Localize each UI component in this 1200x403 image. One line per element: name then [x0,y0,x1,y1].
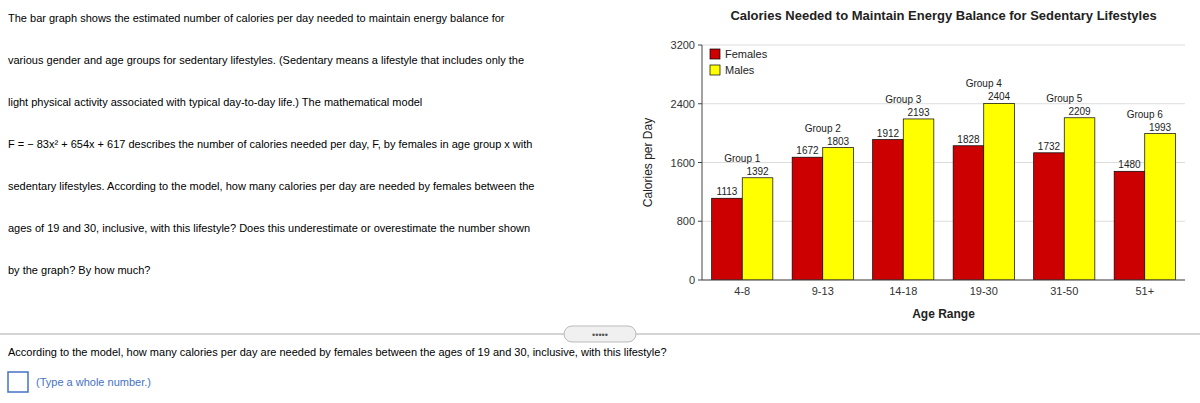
bar [1145,134,1176,280]
x-axis-label: Age Range [912,307,975,321]
legend-label: Males [725,64,755,76]
bar [953,146,984,280]
group-label: Group 6 [1127,109,1164,120]
problem-line: sedentary lifestyles. According to the m… [8,180,534,192]
x-tick-label: 19-30 [970,285,998,297]
data-label: 1113 [717,186,738,197]
answer-box[interactable] [8,372,28,392]
data-label: 2404 [988,91,1011,102]
y-tick-label: 2400 [671,98,695,110]
x-axis-line [702,280,1185,281]
group-label: Group 4 [966,78,1003,89]
problem-line: F = − 83x² + 654x + 617 describes the nu… [8,138,532,150]
grid-line [702,280,1185,281]
y-axis: 0 800 1600 2400 3200 [671,39,1185,286]
problem-line: various gender and age groups for sedent… [8,54,524,66]
problem-line: ages of 19 and 30, inclusive, with this … [8,222,530,234]
x-tick-label: 4-8 [734,285,750,297]
y-tick [698,221,702,222]
group-label: Group 5 [1046,93,1083,104]
bar [873,140,904,280]
data-label: 1912 [877,128,900,139]
problem-line: light physical activity associated with … [8,96,422,108]
legend-swatch [710,49,720,59]
problem-line: by the graph? By how much? [8,264,150,276]
problem-line: The bar graph shows the estimated number… [8,12,505,24]
question: According to the model, how many calorie… [8,346,667,358]
group-label: Group 2 [805,123,842,134]
scrollbar-pill [564,326,636,342]
y-axis-line [702,45,703,280]
y-tick-label: 0 [689,274,695,286]
y-tick [698,162,702,163]
x-tick-label: 14-18 [889,285,917,297]
chart-title: Calories Needed to Maintain Energy Balan… [730,8,1156,23]
problem-text: The bar graph shows the estimated number… [8,12,534,276]
bar [903,119,934,280]
bar [984,103,1015,280]
data-label: 1993 [1149,122,1172,133]
legend-label: Females [725,48,768,60]
y-tick [698,103,702,104]
y-tick [698,280,702,281]
data-label: 1732 [1038,141,1061,152]
bar-labels: 1113 1392 Group 1 1672 1803 Group 2 1912 2193 Gr… [717,78,1172,197]
grid-line [702,162,1185,163]
x-tick-label: 9-13 [812,285,834,297]
bar [742,178,773,280]
data-label: 1828 [957,134,980,145]
group-label: Group 3 [885,94,922,105]
bar [712,198,743,280]
data-label: 1803 [827,136,850,147]
chart: Calories Needed to Maintain Energy Balan… [641,8,1185,321]
bar [823,148,854,280]
data-label: 1672 [796,145,819,156]
grid-line [702,45,1185,46]
data-label: 1392 [746,166,769,177]
data-label: 2193 [907,107,930,118]
bar [1034,153,1065,280]
x-tick-label: 51+ [1135,285,1154,297]
bar [1064,118,1095,280]
y-tick [698,45,702,46]
x-axis: 4-8 9-13 14-18 19-30 31-50 51+ [734,285,1154,297]
grid-line [702,103,1185,104]
bar [1114,171,1145,280]
grid-line [702,221,1185,222]
legend-swatch [710,65,720,75]
y-tick-label: 3200 [671,39,695,51]
page: The bar graph shows the estimated number… [0,0,1200,403]
scrollbar-dots: ••••• [592,330,608,340]
bars [712,103,1176,280]
data-label: 1480 [1118,159,1141,170]
answer-label: (Type a whole number.) [36,376,151,388]
bar [792,157,823,280]
legend: Females Males [710,48,768,76]
y-tick-label: 800 [677,215,695,227]
data-label: 2209 [1068,106,1091,117]
group-label: Group 1 [724,153,761,164]
x-tick-label: 31-50 [1050,285,1078,297]
y-axis-label: Calories per Day [641,118,655,207]
y-tick-label: 1600 [671,157,695,169]
